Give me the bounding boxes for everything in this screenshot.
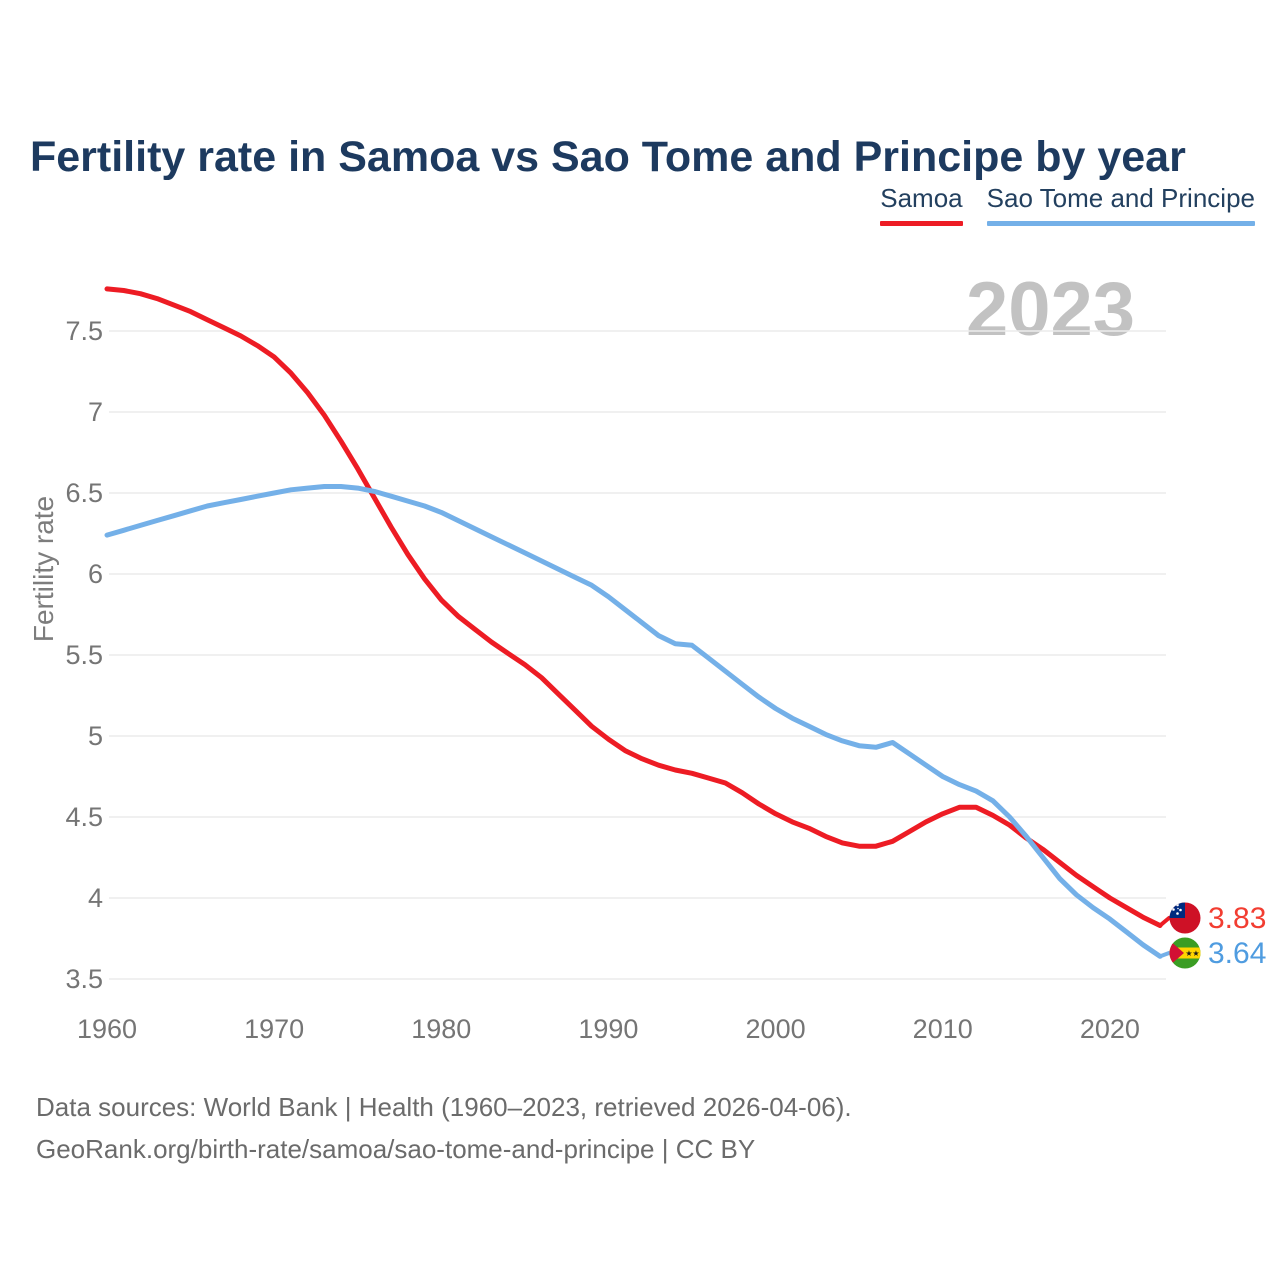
legend: Samoa Sao Tome and Principe [880,183,1255,226]
page-title: Fertility rate in Samoa vs Sao Tome and … [30,132,1186,181]
x-tick-label: 1970 [244,1014,304,1044]
end-connectors [1158,916,1171,959]
legend-item-samoa[interactable]: Samoa [880,183,963,226]
x-tick-label: 1990 [578,1014,638,1044]
sao-tome-end-value: 3.64 [1208,937,1266,970]
y-tick-label: 6 [88,559,103,589]
y-tick-label: 4.5 [65,802,103,832]
x-tick-label: 1960 [77,1014,137,1044]
svg-text:★: ★ [1185,949,1192,958]
legend-label-sao-tome: Sao Tome and Principe [986,183,1255,213]
y-tick-label: 5 [88,721,103,751]
series-line-samoa [104,286,1163,928]
svg-text:★: ★ [1192,949,1199,958]
legend-label-samoa: Samoa [880,183,963,213]
legend-swatch-sao-tome [986,221,1255,226]
x-tick-label: 1980 [411,1014,471,1044]
x-axis-tick-labels: 1960 1970 1980 1990 2000 2010 2020 [77,1014,1140,1044]
year-watermark: 2023 [966,267,1136,352]
y-tick-label: 4 [88,883,103,913]
series-line-sao-tome [104,484,1163,959]
x-tick-label: 2000 [746,1014,806,1044]
samoa-flag-icon [1169,902,1201,934]
legend-swatch-samoa [880,221,963,226]
footer-source-line: Data sources: World Bank | Health (1960–… [36,1092,852,1122]
x-tick-label: 2010 [913,1014,973,1044]
x-tick-label: 2020 [1080,1014,1140,1044]
y-tick-label: 5.5 [65,640,103,670]
y-tick-label: 3.5 [65,964,103,994]
legend-item-sao-tome[interactable]: Sao Tome and Principe [986,183,1255,226]
y-tick-label: 6.5 [65,478,103,508]
samoa-end-value: 3.83 [1208,902,1266,935]
footer: Data sources: World Bank | Health (1960–… [36,1086,852,1170]
series-lines [104,286,1163,959]
y-tick-label: 7 [88,397,103,427]
y-axis-tick-labels: 7.5 7 6.5 6 5.5 5 4.5 4 3.5 [65,316,103,994]
end-connector [1158,951,1171,959]
footer-credit-line: GeoRank.org/birth-rate/samoa/sao-tome-an… [36,1134,756,1164]
end-connector [1158,916,1171,928]
gridlines [109,330,1166,980]
sao-tome-flag-icon: ★ ★ [1169,937,1201,969]
y-tick-label: 7.5 [65,316,103,346]
